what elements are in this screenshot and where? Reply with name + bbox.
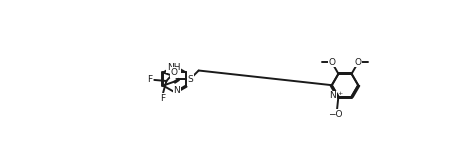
Text: F: F (161, 94, 166, 103)
Text: NH: NH (167, 63, 180, 72)
Text: +: + (338, 91, 343, 96)
Text: −O: −O (328, 110, 343, 119)
Text: O: O (171, 68, 178, 77)
Text: N: N (329, 91, 336, 100)
Text: N: N (173, 86, 180, 95)
Text: O: O (355, 58, 362, 67)
Text: O: O (329, 58, 336, 67)
Text: S: S (187, 75, 193, 84)
Text: F: F (148, 75, 153, 84)
